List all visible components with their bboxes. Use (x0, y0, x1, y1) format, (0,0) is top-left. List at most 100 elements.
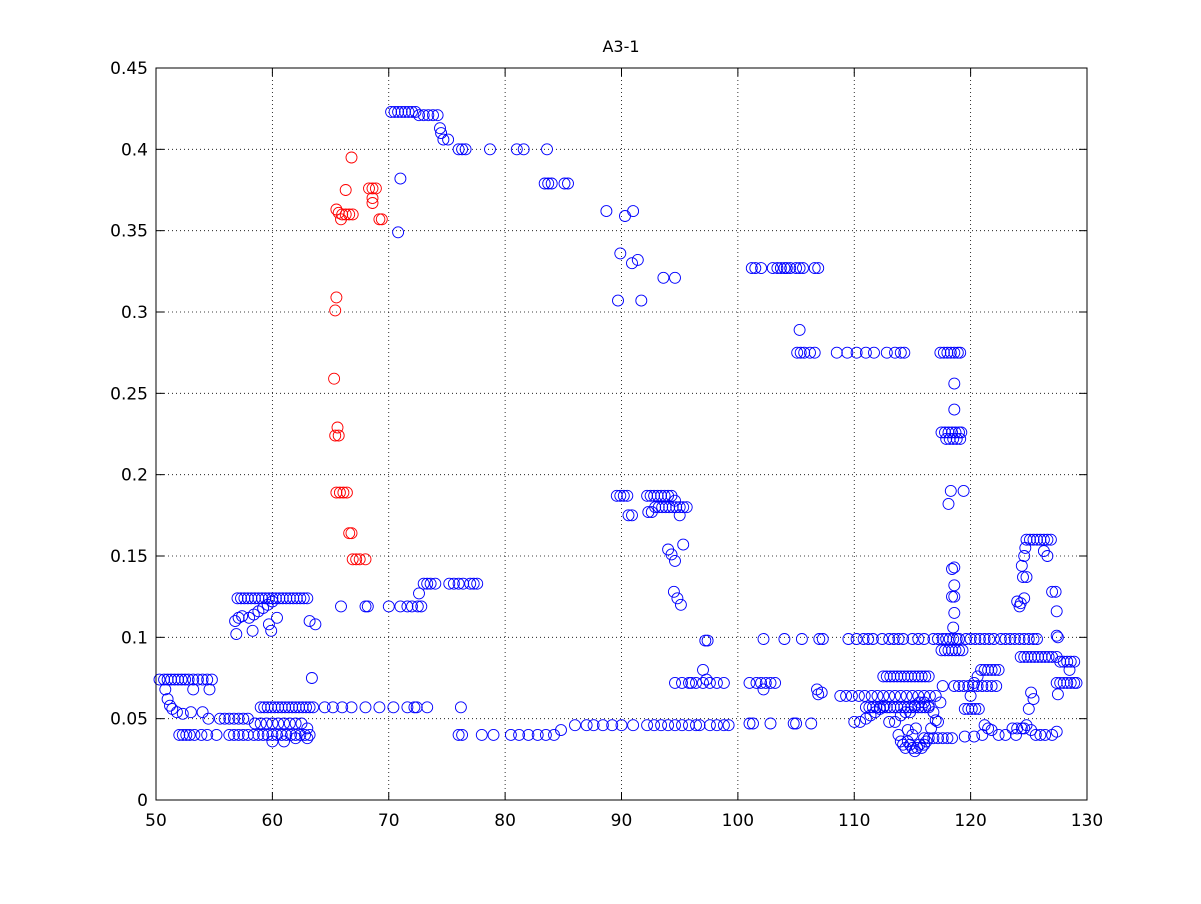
data-point-blue (911, 741, 924, 754)
x-tick-label: 100 (722, 811, 754, 831)
data-point-blue (854, 715, 867, 728)
data-point-blue (909, 722, 922, 735)
data-point-blue (669, 554, 681, 567)
data-point-blue (280, 592, 293, 605)
data-point-blue (804, 346, 816, 359)
data-point-blue (880, 701, 893, 714)
x-tick-label: 90 (611, 811, 633, 831)
data-point-blue (165, 673, 178, 686)
data-point-blue (968, 676, 981, 689)
data-point-blue (985, 724, 998, 737)
data-point-blue (936, 680, 949, 693)
data-point-blue (969, 702, 982, 715)
data-point-blue (918, 689, 931, 702)
data-point-blue (1064, 676, 1077, 689)
data-point-blue (252, 728, 265, 741)
data-point-blue (665, 548, 678, 561)
data-point-blue (717, 676, 730, 689)
data-point-blue (962, 702, 975, 715)
data-point-blue (1070, 676, 1083, 689)
data-point-blue (934, 696, 947, 709)
data-point-red (331, 421, 344, 434)
tick-labels: 50 60 70 80 90 100 110 120 130 0 0.05 0.1 0.15 0.2 0.2… (110, 59, 1103, 831)
data-point-red (345, 527, 358, 540)
data-point-blue (1061, 655, 1074, 668)
data-point-blue (287, 592, 300, 605)
data-point-blue (1031, 633, 1043, 645)
data-point-blue (815, 686, 828, 699)
data-point-blue (941, 346, 954, 359)
data-point-blue (1022, 702, 1035, 715)
data-point-blue (749, 262, 762, 275)
data-point-blue (651, 489, 664, 502)
data-point-blue (1020, 719, 1033, 732)
data-point-blue (246, 624, 259, 637)
data-point-blue (228, 728, 240, 741)
data-point-blue (946, 590, 958, 603)
data-point-red (337, 486, 350, 499)
data-point-blue (434, 122, 446, 135)
data-point-blue (971, 670, 984, 683)
data-point-blue (300, 701, 313, 714)
data-point-blue (265, 624, 278, 637)
data-point-blue (266, 735, 279, 748)
data-point-blue (906, 689, 919, 702)
data-point-blue (983, 633, 996, 645)
data-point-blue (883, 715, 896, 728)
data-point-blue (394, 172, 407, 185)
data-point-blue (487, 728, 500, 741)
data-point-blue (876, 633, 889, 645)
data-point-blue (982, 663, 995, 676)
data-point-blue (898, 670, 911, 683)
data-point-blue (385, 105, 398, 118)
data-point-blue (990, 680, 1003, 693)
data-point-blue (747, 717, 759, 730)
data-point-blue (906, 633, 919, 645)
data-point-blue (1031, 533, 1043, 546)
data-point-blue (915, 701, 928, 714)
data-point-blue (918, 738, 931, 751)
data-point-blue (778, 262, 791, 275)
data-point-blue (972, 702, 985, 715)
data-point-blue (290, 592, 303, 605)
x-tick-label: 80 (494, 811, 516, 831)
data-point-blue (958, 730, 971, 743)
data-point-blue (906, 728, 919, 741)
data-point-red (335, 213, 347, 226)
data-point-blue (641, 719, 654, 732)
data-point-blue (892, 633, 905, 645)
data-point-blue (915, 670, 928, 683)
data-point-blue (266, 595, 279, 608)
data-point-blue (663, 501, 676, 514)
data-point-blue (517, 143, 530, 156)
data-point-blue (901, 724, 914, 737)
data-point-blue (392, 105, 405, 118)
data-point-blue (475, 728, 488, 741)
data-point-blue (795, 633, 808, 645)
data-point-blue (1015, 559, 1028, 572)
data-point-blue (699, 634, 712, 647)
data-point-blue (283, 717, 296, 730)
y-tick-label: 0.45 (110, 59, 148, 79)
data-point-blue (417, 109, 430, 122)
data-point-red (329, 429, 342, 442)
data-point-blue (960, 633, 972, 645)
data-point-blue (218, 712, 231, 725)
data-point-blue (784, 262, 797, 275)
data-point-blue (252, 592, 265, 605)
data-point-blue (798, 346, 811, 359)
data-point-blue (318, 701, 331, 714)
data-point-blue (273, 592, 286, 605)
data-point-blue (1054, 676, 1067, 689)
y-tick-label: 0.1 (121, 628, 148, 648)
data-point-blue (266, 592, 279, 605)
data-point-blue (617, 489, 630, 502)
data-point-blue (236, 610, 249, 623)
data-point-blue (894, 735, 907, 748)
data-point-blue (196, 673, 209, 686)
y-tick-label: 0.35 (110, 222, 148, 242)
data-point-blue (307, 701, 320, 714)
data-point-blue (301, 722, 314, 735)
data-point-blue (863, 701, 876, 714)
data-point-red (346, 553, 359, 566)
